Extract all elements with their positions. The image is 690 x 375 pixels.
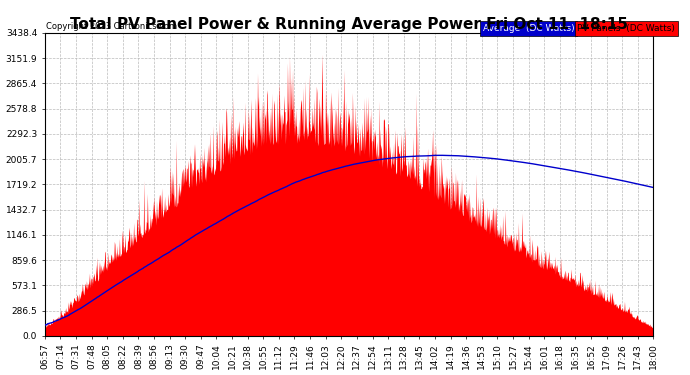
Text: Copyright 2013 Cartronics.com: Copyright 2013 Cartronics.com xyxy=(46,22,177,32)
Title: Total PV Panel Power & Running Average Power Fri Oct 11  18:15: Total PV Panel Power & Running Average P… xyxy=(70,17,628,32)
Text: PV Panels  (DC Watts): PV Panels (DC Watts) xyxy=(578,24,676,33)
Text: Average  (DC Watts): Average (DC Watts) xyxy=(483,24,575,33)
